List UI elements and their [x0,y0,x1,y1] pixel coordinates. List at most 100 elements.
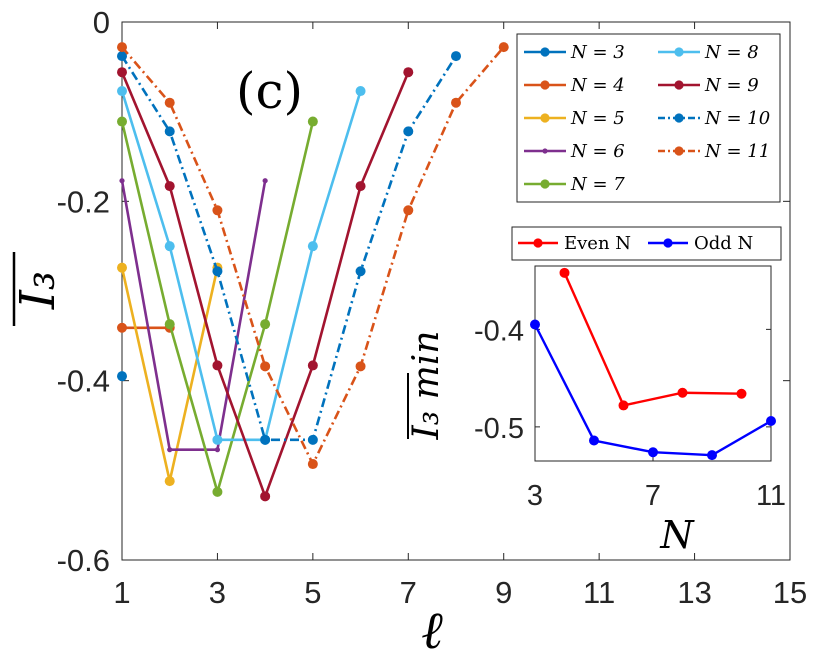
data-point [117,371,127,382]
inset-series-odd [530,319,776,461]
data-point [117,67,127,78]
main-x-tick-label: 11 [583,575,615,610]
main-y-axis-label-group: I₃ [10,252,66,326]
series-n11 [117,42,509,470]
series-n9 [117,67,414,502]
legend-label: N = 3 [570,42,625,63]
legend-label: N = 11 [704,141,770,162]
inset-data-point [648,447,658,458]
inset-data-point [736,388,747,399]
data-point [164,126,175,137]
data-point [164,181,175,192]
inset-x-tick-label: 11 [756,480,786,512]
inset-x-tick-label: 7 [645,480,661,512]
data-point [117,322,127,333]
legend-label: N = 5 [570,108,625,129]
main-y-tick-label: -0.2 [57,184,110,219]
data-point [117,86,127,97]
main-x-tick-label: 5 [304,575,321,610]
main-y-axis-label: I₃ [10,271,66,310]
legend-swatch-marker [674,113,684,123]
main-legend: N = 3 N = 4 N = 5 N = 6 N = 7 N = 8 N = 9 N = 1… [524,42,770,195]
data-point [355,86,366,97]
data-point [212,266,223,277]
inset-x-tick-label: 3 [527,480,543,512]
legend-item: N = 11 [658,141,770,162]
inset-data-point [618,400,629,411]
data-point [260,434,271,445]
main-y-tick-label: -0.6 [57,543,110,578]
legend-item: N = 10 [658,108,770,129]
inset-series-group [530,267,776,461]
main-y-tick-label: 0 [93,5,110,40]
data-point [403,205,414,216]
data-point [117,116,127,127]
legend-swatch-marker [674,80,684,90]
data-point [307,459,318,470]
legend-label: N = 8 [704,42,759,63]
legend-swatch-marker [542,148,548,154]
main-x-tick-label: 15 [773,575,807,610]
data-point [214,447,221,453]
main-x-ticks: 1 3 5 7 9 11 13 15 [113,22,807,610]
legend-swatch-marker [540,113,550,123]
inset-x-axis-label: N [659,513,695,557]
legend-label: N = 7 [570,174,625,195]
main-y-ticks: 0 -0.2 -0.4 -0.6 [57,5,790,578]
series-n6 [119,178,268,453]
inset-data-point [589,435,599,446]
main-series-group [117,42,509,502]
data-point [117,262,127,273]
data-point [307,241,318,252]
data-point [355,361,366,372]
data-point [212,205,223,216]
data-point [164,319,175,330]
data-point [260,491,271,502]
data-point [212,434,223,445]
inset-y-tick-label: -0.5 [474,413,524,445]
main-x-tick-label: 9 [495,575,512,610]
legend-item: N = 4 [524,75,625,96]
panel-label: (c) [236,62,303,120]
legend-swatch-marker [540,47,550,57]
data-point [451,97,461,108]
inset-legend-label: Odd N [694,233,753,254]
legend-label: N = 9 [704,75,759,96]
inset-legend-item: Even N [518,233,631,254]
legend-item: N = 5 [524,108,625,129]
legend-swatch-marker [540,80,550,90]
data-point [355,266,366,277]
data-point [119,178,125,184]
data-point [260,319,271,330]
inset-y-tick-label: -0.4 [474,315,524,347]
data-point [451,51,461,62]
data-point [307,116,318,127]
main-x-tick-label: 13 [677,575,711,610]
main-x-tick-label: 1 [113,575,130,610]
inset-legend-label: Even N [564,233,631,254]
inset-data-point [707,450,717,461]
legend-item: N = 9 [658,75,759,96]
inset-data-point [559,267,570,278]
legend-label: N = 4 [570,75,625,96]
legend-label: N = 10 [704,108,770,129]
data-point [262,178,268,184]
inset-legend-swatch-marker [663,238,673,248]
inset-plot-area [534,265,772,462]
inset-legend-swatch-marker [533,238,543,248]
data-point [498,42,509,53]
series-n3 [117,371,127,382]
data-point [164,241,175,252]
main-x-tick-label: 7 [400,575,417,610]
inset-series-line [563,272,742,407]
legend-item: N = 7 [524,174,625,195]
main-y-tick-label: -0.4 [57,364,110,399]
legend-swatch-marker [674,146,684,156]
inset-series-even [559,267,747,411]
data-point [260,361,271,372]
legend-label: N = 6 [570,141,625,162]
inset-data-point [530,319,540,330]
data-point [117,51,127,62]
inset-data-point [677,387,688,398]
series-line [120,180,267,452]
